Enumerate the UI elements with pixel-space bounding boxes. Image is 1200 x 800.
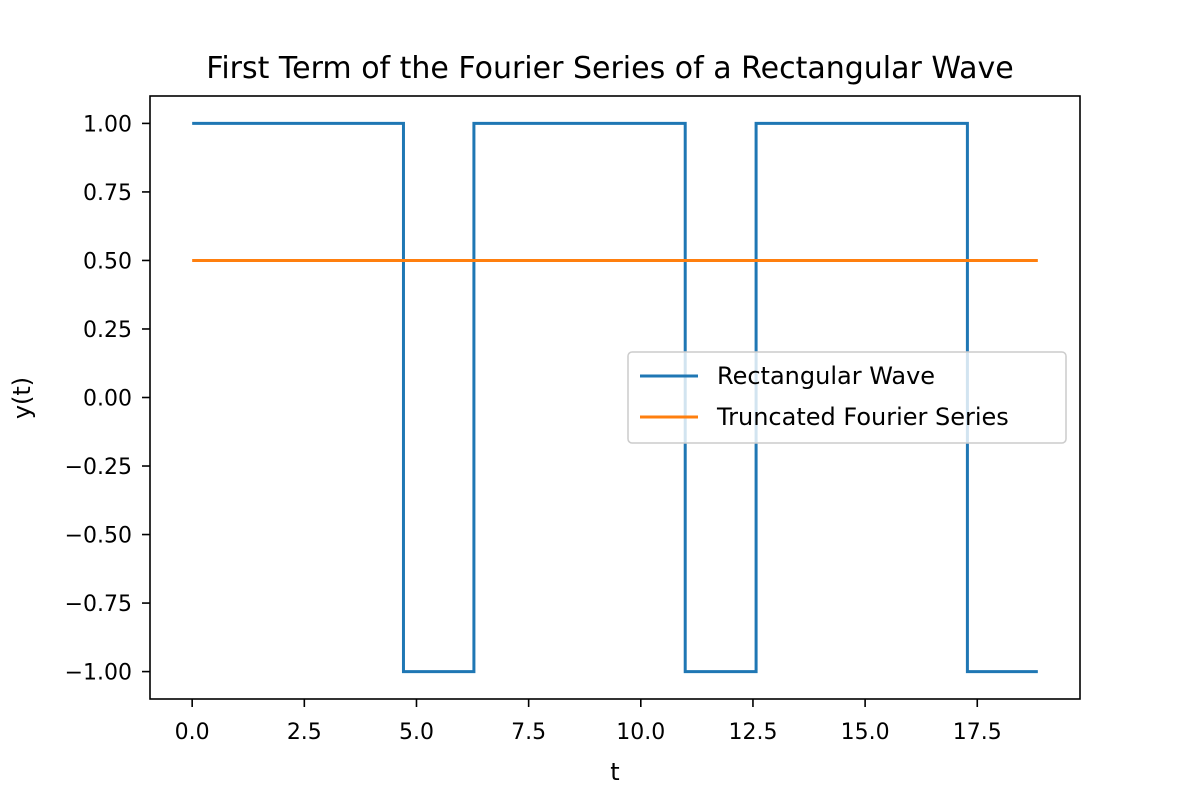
- legend-frame: [627, 351, 1067, 444]
- x-axis-ticks: 0.0 2.5 5.0 7.5 10.0 12.5 15.0 17.5: [175, 699, 1002, 745]
- y-tick-label: −1.00: [65, 661, 132, 686]
- y-tick-label: 0.75: [83, 181, 132, 206]
- y-axis-ticks: 1.00 0.75 0.50 0.25 0.00 −0.25 −0.50 −0.75 −1.00: [65, 112, 150, 686]
- y-tick-label: 0.00: [83, 387, 132, 412]
- x-tick-label: 0.0: [175, 720, 210, 745]
- x-tick-label: 5.0: [399, 720, 434, 745]
- x-tick-label: 2.5: [287, 720, 322, 745]
- x-axis-label: t: [610, 758, 619, 786]
- x-tick-label: 15.0: [841, 720, 890, 745]
- y-tick-label: −0.25: [65, 455, 132, 480]
- legend-label-rectangular-wave: Rectangular Wave: [717, 362, 935, 390]
- x-tick-label: 10.0: [616, 720, 665, 745]
- y-axis-label: y(t): [8, 377, 36, 419]
- legend: Rectangular Wave Truncated Fourier Serie…: [627, 351, 1067, 444]
- legend-label-truncated-fourier-series: Truncated Fourier Series: [716, 403, 1009, 431]
- y-tick-label: 0.50: [83, 249, 132, 274]
- y-tick-label: −0.75: [65, 592, 132, 617]
- x-tick-label: 7.5: [511, 720, 546, 745]
- x-tick-label: 17.5: [953, 720, 1002, 745]
- chart-title: First Term of the Fourier Series of a Re…: [206, 51, 1013, 86]
- y-tick-label: −0.50: [65, 524, 132, 549]
- y-tick-label: 1.00: [83, 112, 132, 137]
- x-tick-label: 12.5: [728, 720, 777, 745]
- y-tick-label: 0.25: [83, 318, 132, 343]
